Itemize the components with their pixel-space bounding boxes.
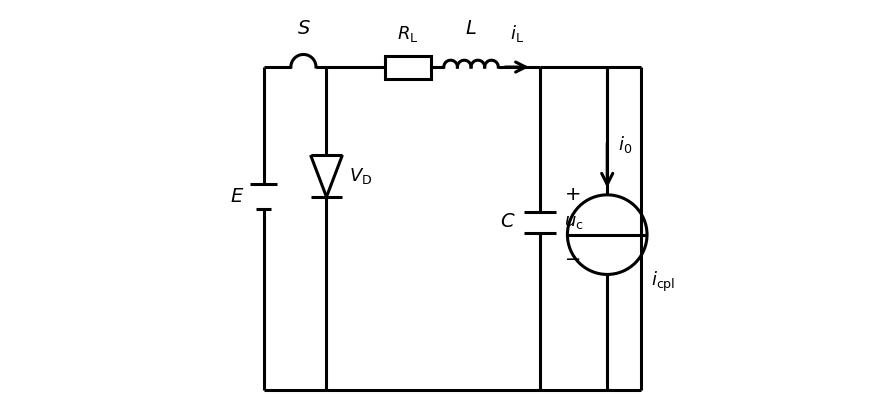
Text: $L$: $L$ <box>465 20 477 38</box>
Text: $i_{\mathrm{L}}$: $i_{\mathrm{L}}$ <box>510 23 524 44</box>
Text: $S$: $S$ <box>297 20 310 38</box>
Text: $E$: $E$ <box>229 188 244 206</box>
Text: $u_{\mathrm{c}}$: $u_{\mathrm{c}}$ <box>564 213 584 231</box>
Text: $R_{\mathrm{L}}$: $R_{\mathrm{L}}$ <box>398 24 419 44</box>
Text: $i_0$: $i_0$ <box>617 134 632 155</box>
Text: $i_{\mathrm{cpl}}$: $i_{\mathrm{cpl}}$ <box>651 270 676 295</box>
Text: $-$: $-$ <box>564 249 581 266</box>
Text: $+$: $+$ <box>564 186 581 204</box>
Text: $V_{\mathrm{D}}$: $V_{\mathrm{D}}$ <box>349 166 372 186</box>
Bar <box>385 55 431 79</box>
Text: $C$: $C$ <box>500 213 516 231</box>
